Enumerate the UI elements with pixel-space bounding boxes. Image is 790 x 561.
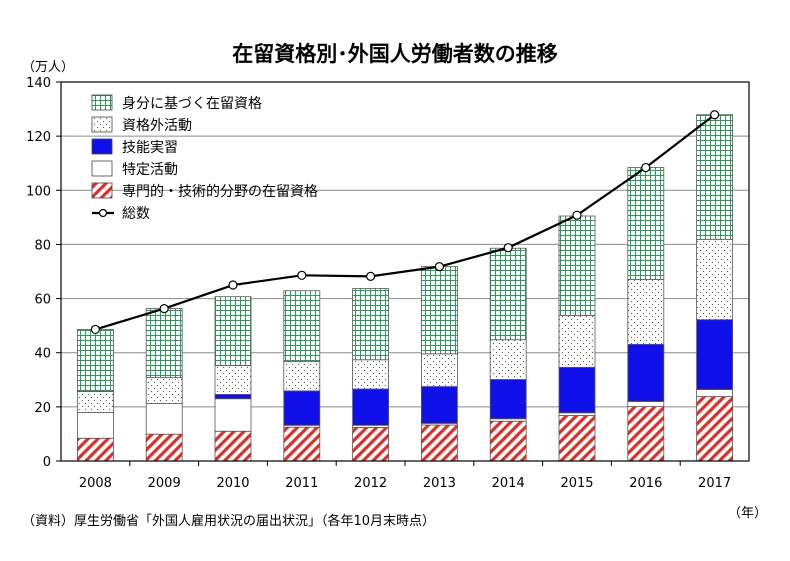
bar-shikakugai-2014 — [489, 339, 527, 380]
legend-swatch-tokutei — [91, 160, 113, 177]
bar-tokutei-2015 — [558, 412, 596, 416]
legend-swatch-mibun — [91, 94, 113, 111]
bar-mibun-2010 — [214, 296, 252, 366]
legend-label-tokutei: 特定活動 — [122, 162, 178, 178]
bar-tokutei-2009 — [145, 403, 183, 435]
legend-swatch-ginou — [91, 138, 113, 155]
bar-senmon-2017 — [696, 396, 733, 462]
legend-label-total: 総数 — [122, 206, 150, 222]
bar-mibun-2017 — [696, 114, 733, 240]
bar-ginou-2010 — [214, 394, 252, 400]
total-point-2009 — [159, 303, 169, 314]
y-tick-label: 40 — [34, 347, 51, 362]
chart-title: 在留資格別･外国人労働者数の推移 — [232, 42, 558, 66]
legend-marker-total — [98, 208, 108, 218]
legend-label-mibun: 身分に基づく在留資格 — [122, 95, 262, 112]
bar-ginou-2017 — [696, 319, 733, 390]
bar-senmon-2009 — [145, 433, 183, 462]
bar-mibun-2016 — [627, 167, 665, 280]
bar-ginou-2012 — [352, 388, 390, 426]
bar-tokutei-2010 — [214, 398, 252, 432]
bar-mibun-2011 — [283, 290, 321, 363]
y-tick-label: 140 — [26, 76, 51, 91]
bar-shikakugai-2017 — [696, 238, 733, 321]
bar-shikakugai-2012 — [352, 359, 390, 390]
bar-shikakugai-2013 — [420, 353, 458, 387]
total-point-2017 — [709, 110, 720, 120]
bar-tokutei-2016 — [627, 401, 665, 407]
total-point-2011 — [297, 270, 307, 280]
legend-swatch-shikakugai — [91, 116, 113, 133]
total-point-2008 — [90, 324, 101, 335]
bar-shikakugai-2016 — [627, 278, 665, 345]
total-point-2014 — [503, 243, 513, 253]
bar-senmon-2008 — [77, 437, 114, 462]
legend-label-ginou: 技能実習 — [122, 140, 178, 156]
x-axis-unit-label: （年） — [728, 506, 768, 521]
bar-senmon-2010 — [214, 430, 252, 462]
total-point-2016 — [641, 162, 651, 173]
x-tick-label: 2010 — [216, 476, 249, 491]
y-tick-label: 0 — [43, 455, 51, 470]
bar-ginou-2014 — [489, 379, 527, 420]
bar-mibun-2013 — [420, 266, 458, 355]
legend-label-senmon: 専門的・技術的分野の在留資格 — [122, 184, 318, 200]
bar-mibun-2015 — [558, 215, 596, 316]
bar-shikakugai-2009 — [145, 377, 183, 405]
plot-frame — [60, 81, 750, 462]
bar-tokutei-2008 — [77, 412, 114, 439]
bar-mibun-2014 — [489, 247, 527, 341]
x-tick-label: 2013 — [423, 476, 456, 491]
total-point-2010 — [228, 280, 238, 290]
bar-mibun-2012 — [352, 288, 390, 361]
total-point-2013 — [434, 262, 444, 272]
bar-ginou-2013 — [420, 386, 458, 424]
x-tick-label: 2008 — [79, 476, 112, 491]
x-tick-label: 2011 — [285, 476, 318, 491]
y-tick-label: 80 — [34, 238, 51, 253]
bar-senmon-2011 — [283, 426, 321, 462]
y-tick-label: 120 — [26, 130, 51, 145]
bar-ginou-2011 — [283, 390, 321, 426]
bar-senmon-2012 — [352, 427, 390, 462]
bar-mibun-2009 — [145, 308, 183, 379]
x-tick-label: 2017 — [698, 476, 731, 491]
legend-swatch-senmon — [91, 182, 113, 199]
bar-senmon-2016 — [627, 406, 665, 462]
source-note: （資料）厚生労働省「外国人雇用状況の届出状況」（各年10月末時点） — [22, 514, 436, 529]
y-tick-label: 20 — [34, 401, 51, 416]
y-tick-label: 60 — [34, 293, 51, 308]
bar-shikakugai-2011 — [283, 361, 321, 392]
x-tick-label: 2016 — [629, 476, 662, 491]
bar-senmon-2014 — [489, 420, 527, 462]
bar-senmon-2015 — [558, 415, 596, 462]
total-point-2012 — [366, 271, 376, 281]
x-tick-label: 2015 — [560, 476, 593, 491]
total-point-2015 — [572, 210, 582, 220]
bar-tokutei-2017 — [696, 389, 733, 397]
total-line — [95, 113, 716, 331]
bar-shikakugai-2015 — [558, 314, 596, 368]
x-tick-label: 2012 — [354, 476, 387, 491]
bar-shikakugai-2008 — [77, 391, 114, 413]
bar-ginou-2015 — [558, 366, 596, 414]
bar-shikakugai-2010 — [214, 365, 252, 395]
bar-mibun-2008 — [77, 329, 114, 392]
bar-ginou-2016 — [627, 343, 665, 402]
y-tick-label: 100 — [26, 184, 51, 199]
x-tick-label: 2014 — [492, 476, 525, 491]
y-axis-unit-label: （万人） — [22, 60, 75, 75]
bar-senmon-2013 — [420, 424, 458, 462]
x-tick-label: 2009 — [148, 476, 181, 491]
legend-label-shikakugai: 資格外活動 — [122, 118, 192, 134]
